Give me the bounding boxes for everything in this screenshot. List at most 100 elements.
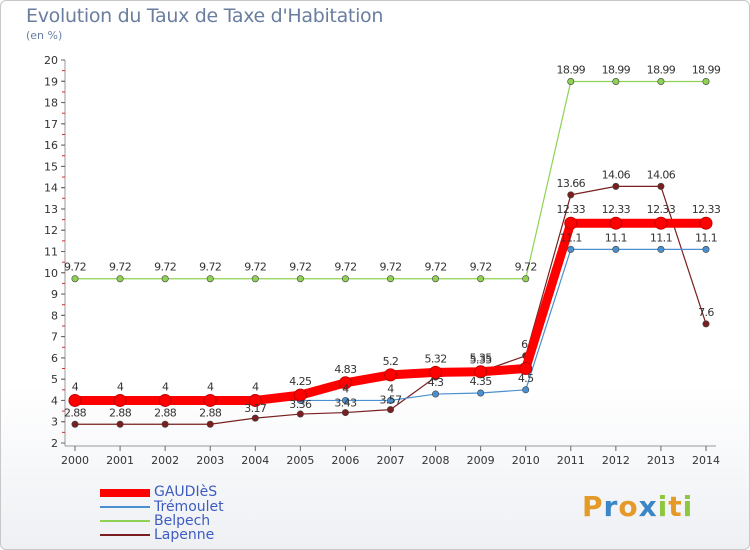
data-label-lapenne: 3.36 [289,398,312,411]
y-tick-label: 20 [44,54,58,67]
legend-item-lapenne[interactable]: Lapenne [100,527,300,543]
x-tick-label: 2014 [692,454,720,467]
data-point-tremoulet [341,396,349,404]
x-tick-label: 2007 [377,454,405,467]
data-label-lapenne: 5.35 [470,354,493,367]
y-tick-label: 4 [51,394,58,407]
data-label-belpech: 9.72 [515,261,537,274]
data-point-lapenne [251,414,259,422]
y-tick-label: 17 [44,118,58,131]
legend-item-tremoulet[interactable]: Trémoulet [100,499,300,515]
data-point-tremoulet [477,389,485,397]
data-point-gaudies [203,393,217,407]
data-label-gaudies: 4 [252,380,259,393]
data-label-lapenne: 13.66 [557,177,586,190]
x-tick-label: 2010 [512,454,540,467]
data-label-gaudies: 12.33 [557,203,586,216]
data-point-tremoulet [612,245,620,253]
legend-label-belpech: Belpech [154,513,211,529]
data-label-gaudies: 4.25 [289,375,312,388]
data-label-lapenne: 2.88 [199,406,222,419]
data-label-gaudies: 4 [72,380,79,393]
data-label-tremoulet: 4.3 [428,376,444,389]
data-label-belpech: 9.72 [334,261,356,274]
data-point-belpech [386,275,394,283]
data-label-lapenne: 6. [521,338,530,351]
data-point-belpech [206,275,214,283]
y-tick-label: 6 [51,352,58,365]
data-label-lapenne: 2.88 [109,406,132,419]
data-label-belpech: 9.72 [425,261,447,274]
data-point-tremoulet [432,390,440,398]
x-tick-label: 2000 [61,454,89,467]
data-label-gaudies: 4 [162,380,169,393]
y-tick-label: 9 [51,288,58,301]
y-tick-label: 12 [44,224,58,237]
data-point-belpech [296,275,304,283]
data-point-belpech [116,275,124,283]
data-point-lapenne [702,320,710,328]
legend-label-gaudies: GAUDIèS [154,484,218,500]
data-label-gaudies: 4.83 [334,363,357,376]
x-tick-label: 2012 [602,454,630,467]
x-tick-label: 2006 [331,454,359,467]
data-label-belpech: 18.99 [647,63,676,76]
data-label-lapenne: 3.43 [334,397,357,410]
data-point-tremoulet [567,245,575,253]
legend-label-lapenne: Lapenne [154,527,215,543]
legend-swatch-tremoulet [100,506,150,508]
data-label-tremoulet: 4.5 [518,372,534,385]
data-label-tremoulet: 11.1 [605,231,627,244]
data-label-belpech: 9.72 [244,261,266,274]
data-point-gaudies [384,368,397,382]
data-label-tremoulet: 4 [342,382,349,395]
y-tick-label: 7 [51,331,58,344]
data-label-lapenne: 2.88 [64,406,87,419]
proxiti-logo: Proxiti [582,490,694,523]
x-tick-label: 2005 [286,454,314,467]
y-tick-label: 11 [44,246,58,259]
data-label-belpech: 9.72 [109,261,131,274]
data-point-belpech [251,275,259,283]
x-tick-label: 2013 [647,454,675,467]
data-point-gaudies [68,393,82,407]
data-point-belpech [522,275,530,283]
data-label-belpech: 18.99 [557,63,586,76]
x-tick-label: 2003 [196,454,224,467]
data-label-belpech: 18.99 [692,63,721,76]
data-point-lapenne [71,420,79,428]
y-tick-label: 16 [44,139,58,152]
data-point-lapenne [116,420,124,428]
data-point-gaudies [609,216,623,230]
data-label-gaudies: 5.2 [383,355,399,368]
legend-item-gaudies[interactable]: GAUDIèS [100,484,300,500]
legend-swatch-gaudies [100,489,150,497]
data-point-belpech [612,77,620,85]
legend-item-belpech[interactable]: Belpech [100,513,300,529]
data-point-belpech [341,275,349,283]
data-label-tremoulet: 4.35 [470,375,493,388]
data-label-belpech: 9.72 [154,261,176,274]
data-point-tremoulet [522,386,530,394]
data-label-gaudies: 4 [207,380,214,393]
data-label-gaudies: 4 [117,380,124,393]
data-point-lapenne [386,406,394,414]
x-tick-label: 2004 [241,454,269,467]
data-point-gaudies [699,216,713,230]
data-label-belpech: 9.72 [199,261,221,274]
data-label-lapenne: 3.57 [379,394,402,407]
data-point-tremoulet [702,245,710,253]
data-point-gaudies [158,393,172,407]
data-point-lapenne [567,191,575,199]
data-label-lapenne: 3.17 [244,402,267,415]
data-point-lapenne [296,410,304,418]
data-label-gaudies: 12.33 [602,203,631,216]
data-point-belpech [161,275,169,283]
x-tick-label: 2008 [422,454,450,467]
data-point-tremoulet [657,245,665,253]
data-point-gaudies [474,365,488,379]
data-point-gaudies [654,216,668,230]
x-tick-label: 2011 [557,454,585,467]
data-label-lapenne: 14.06 [602,168,631,181]
